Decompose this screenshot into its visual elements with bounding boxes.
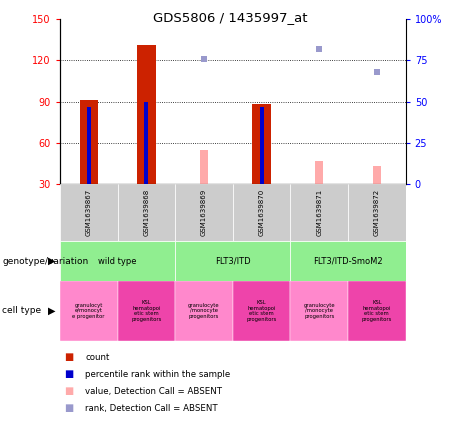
- Text: GDS5806 / 1435997_at: GDS5806 / 1435997_at: [153, 11, 308, 24]
- Bar: [87, 107, 91, 184]
- Bar: [348, 184, 406, 241]
- Bar: [118, 281, 175, 341]
- Bar: [290, 184, 348, 241]
- Text: KSL
hematopoi
etic stem
progenitors: KSL hematopoi etic stem progenitors: [247, 300, 277, 322]
- Text: ■: ■: [65, 369, 74, 379]
- Text: KSL
hematopoi
etic stem
progenitors: KSL hematopoi etic stem progenitors: [131, 300, 161, 322]
- Bar: [252, 104, 271, 184]
- Text: ■: ■: [65, 386, 74, 396]
- Text: rank, Detection Call = ABSENT: rank, Detection Call = ABSENT: [85, 404, 218, 413]
- Bar: [79, 100, 98, 184]
- Text: GSM1639869: GSM1639869: [201, 189, 207, 236]
- Bar: [118, 184, 175, 241]
- Text: FLT3/ITD-SmoM2: FLT3/ITD-SmoM2: [313, 257, 383, 266]
- Text: GSM1639868: GSM1639868: [143, 189, 149, 236]
- Text: genotype/variation: genotype/variation: [2, 257, 89, 266]
- Bar: [175, 281, 233, 341]
- Text: value, Detection Call = ABSENT: value, Detection Call = ABSENT: [85, 387, 222, 396]
- Text: wild type: wild type: [98, 257, 137, 266]
- Text: percentile rank within the sample: percentile rank within the sample: [85, 370, 230, 379]
- Text: GSM1639871: GSM1639871: [316, 189, 322, 236]
- Text: granulocyte
/monocyte
progenitors: granulocyte /monocyte progenitors: [188, 302, 220, 319]
- Text: FLT3/ITD: FLT3/ITD: [215, 257, 251, 266]
- Text: ▶: ▶: [48, 306, 55, 316]
- Text: count: count: [85, 353, 110, 362]
- Point: [373, 69, 381, 75]
- Bar: [60, 184, 118, 241]
- Text: GSM1639870: GSM1639870: [259, 189, 265, 236]
- Bar: [315, 161, 323, 184]
- Bar: [60, 241, 175, 281]
- Bar: [137, 45, 156, 184]
- Text: KSL
hematopoi
etic stem
progenitors: KSL hematopoi etic stem progenitors: [362, 300, 392, 322]
- Bar: [290, 281, 348, 341]
- Bar: [260, 107, 264, 184]
- Text: granulocyt
e/monocyt
e progenitor: granulocyt e/monocyt e progenitor: [72, 302, 105, 319]
- Text: granulocyte
/monocyte
progenitors: granulocyte /monocyte progenitors: [303, 302, 335, 319]
- Bar: [60, 281, 118, 341]
- Point: [200, 55, 207, 62]
- Bar: [348, 281, 406, 341]
- Text: cell type: cell type: [2, 306, 41, 316]
- Text: ■: ■: [65, 352, 74, 363]
- Bar: [200, 150, 208, 184]
- Bar: [233, 281, 290, 341]
- Bar: [373, 166, 381, 184]
- Bar: [290, 241, 406, 281]
- Text: ▶: ▶: [48, 256, 55, 266]
- Bar: [144, 102, 148, 184]
- Bar: [233, 184, 290, 241]
- Bar: [175, 241, 290, 281]
- Text: ■: ■: [65, 403, 74, 413]
- Point: [315, 45, 323, 52]
- Text: GSM1639867: GSM1639867: [86, 189, 92, 236]
- Text: GSM1639872: GSM1639872: [374, 189, 380, 236]
- Bar: [175, 184, 233, 241]
